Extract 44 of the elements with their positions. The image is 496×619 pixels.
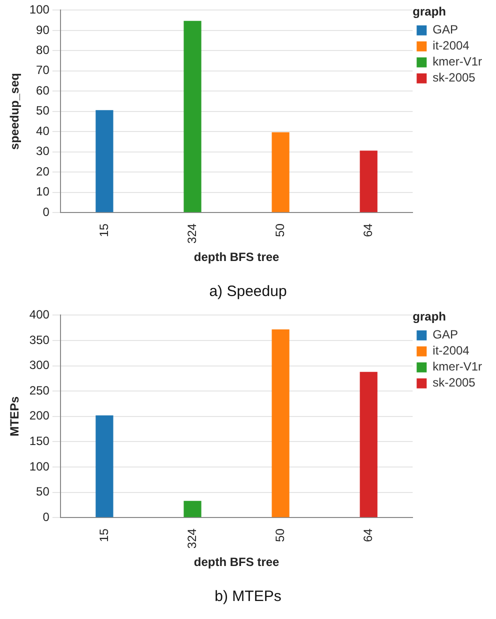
y-tick-label: 100 (29, 459, 50, 474)
y-tick-label: 70 (36, 63, 50, 78)
x-tick-label: 324 (184, 223, 199, 244)
legend-label: kmer-V1r (432, 54, 482, 69)
y-tick-label: 200 (29, 408, 50, 423)
legend-title: graph (412, 309, 446, 324)
y-tick-label: 50 (36, 484, 50, 499)
y-tick-label: 350 (29, 332, 50, 347)
y-tick-label: 40 (36, 124, 50, 138)
y-tick-label: 20 (36, 164, 50, 178)
y-tick-label: 50 (36, 104, 50, 118)
x-tick-label: 15 (96, 223, 111, 237)
legend-label: kmer-V1r (432, 360, 482, 374)
x-tick-label: 50 (272, 528, 287, 542)
y-tick-label: 30 (36, 144, 50, 158)
y-tick-label: 0 (42, 204, 50, 219)
x-tick-label: 324 (184, 528, 199, 549)
legend-label: sk-2005 (432, 376, 476, 390)
x-tick-label: 64 (360, 528, 375, 542)
x-axis-title: depth BFS tree (194, 555, 280, 570)
x-tick-label: 64 (360, 223, 375, 237)
x-axis-title: depth BFS tree (194, 250, 280, 264)
text: b) MTEPs (214, 588, 282, 606)
y-tick-label: 0 (42, 510, 50, 524)
legend-label: GAP (432, 22, 458, 37)
y-tick-label: 100 (29, 2, 50, 17)
y-tick-label: 90 (36, 22, 50, 37)
legend-label: GAP (432, 328, 458, 342)
text: a) Speedup (209, 283, 287, 300)
legend-label: it-2004 (432, 38, 470, 53)
x-tick-label: 50 (272, 223, 287, 237)
y-tick-label: 300 (29, 358, 50, 372)
y-tick-label: 10 (36, 184, 50, 199)
y-tick-label: 150 (29, 434, 50, 448)
y-axis-title: MTEPs (8, 396, 22, 436)
y-tick-label: 400 (29, 308, 50, 322)
y-tick-label: 60 (36, 83, 50, 98)
y-tick-label: 250 (29, 383, 50, 398)
y-axis-title: speedup_seq (8, 73, 22, 150)
y-tick-label: 80 (36, 42, 50, 57)
legend-title: graph (412, 4, 446, 18)
legend-label: sk-2005 (432, 70, 476, 85)
legend-label: it-2004 (432, 344, 470, 358)
x-tick-label: 15 (96, 528, 111, 542)
